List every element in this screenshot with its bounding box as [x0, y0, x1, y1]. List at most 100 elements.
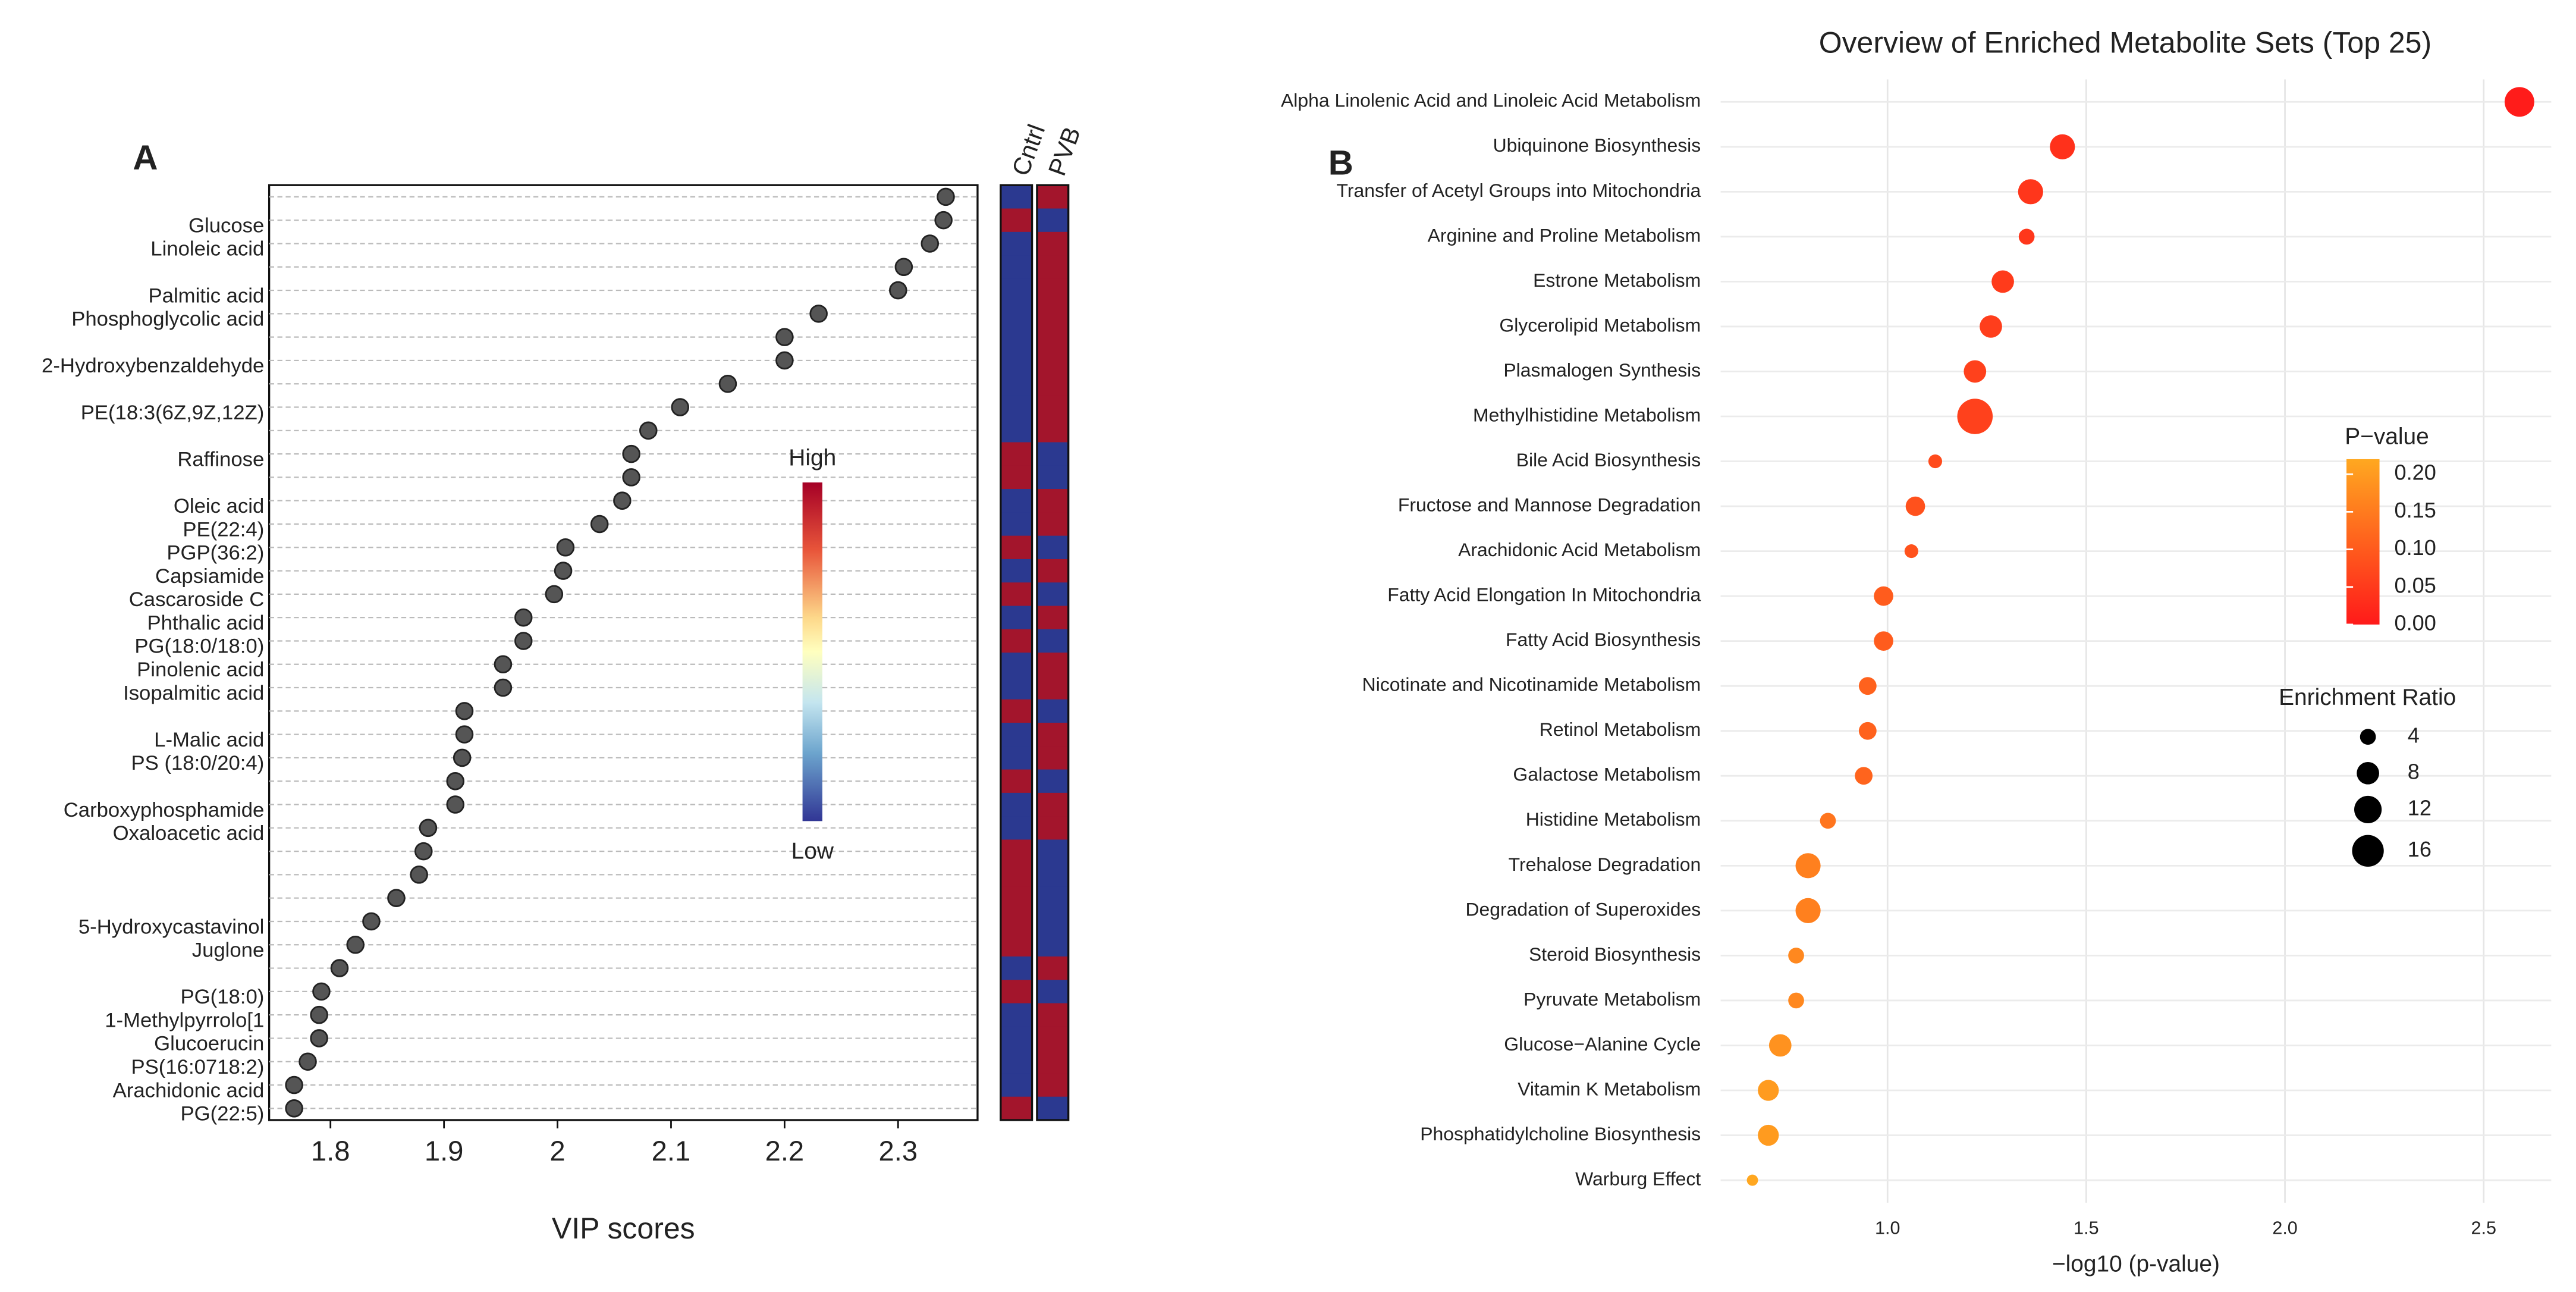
y-tick-label: Warburg Effect	[1575, 1168, 1701, 1189]
bubble	[1905, 496, 1925, 516]
bubble	[1858, 677, 1877, 695]
heatmap-cell	[1036, 816, 1069, 841]
bubble	[1991, 270, 2014, 293]
y-tick-label: Phosphatidylcholine Biosynthesis	[1420, 1123, 1701, 1144]
y-tick-label: Trehalose Degradation	[1509, 854, 1701, 875]
heatmap-cell	[1000, 465, 1032, 490]
y-tick-label: Arginine and Proline Metabolism	[1428, 224, 1701, 246]
size-legend-key	[2354, 795, 2382, 824]
row-label: Palmitic acid	[149, 284, 265, 307]
bubble	[2018, 179, 2043, 205]
y-tick-label: Degradation of Superoxides	[1465, 898, 1701, 920]
row-label: Raffinose	[177, 448, 264, 471]
heatmap-cell	[1036, 535, 1069, 560]
y-tick-label: Vitamin K Metabolism	[1518, 1078, 1701, 1099]
heatmap-cell	[1000, 653, 1032, 677]
dot	[639, 421, 658, 440]
dot	[514, 632, 533, 650]
size-legend-title: Enrichment Ratio	[2279, 685, 2456, 710]
color-legend-bar	[2346, 459, 2380, 625]
colorbar	[802, 482, 822, 821]
y-tick-label: Alpha Linolenic Acid and Linoleic Acid M…	[1281, 90, 1701, 111]
dot	[310, 1029, 328, 1048]
dot	[556, 538, 575, 557]
heatmap-cell	[1036, 1050, 1069, 1074]
dot	[514, 608, 533, 627]
heatmap-cell	[1000, 910, 1032, 934]
heatmap-cell	[1036, 792, 1069, 817]
row-label: Phthalic acid	[147, 611, 265, 634]
dot	[362, 912, 381, 931]
dot	[937, 187, 955, 206]
bubble	[2018, 228, 2035, 245]
colorbar-low: Low	[791, 838, 834, 864]
heatmap-cell	[1036, 231, 1069, 256]
heatmap-cell	[1036, 629, 1069, 653]
size-legend-label: 8	[2408, 759, 2420, 783]
heatmap-cell	[1000, 769, 1032, 794]
heatmap-cell	[1000, 1096, 1032, 1121]
row-label: Cascaroside C	[129, 588, 265, 611]
heatmap-column-label: Cntrl	[1006, 121, 1050, 180]
y-tick-label: Bile Acid Biosynthesis	[1516, 449, 1701, 471]
panel-label: A	[133, 139, 158, 177]
heatmap-cell	[1036, 395, 1069, 420]
y-tick-label: Arachidonic Acid Metabolism	[1458, 539, 1701, 560]
heatmap-cell	[1000, 372, 1032, 396]
x-tick-label: 1.9	[425, 1136, 464, 1167]
heatmap-cell	[1036, 1003, 1069, 1027]
y-tick-label: Estrone Metabolism	[1533, 269, 1701, 291]
heatmap-cell	[1000, 302, 1032, 326]
bubble	[1758, 1080, 1779, 1101]
dot	[414, 842, 433, 861]
row-label: PE(22:4)	[183, 518, 264, 541]
bubble	[1795, 853, 1821, 879]
y-tick-label: Nicotinate and Nicotinamide Metabolism	[1362, 674, 1701, 695]
panel-label: B	[1328, 143, 1353, 182]
dot	[671, 398, 690, 416]
y-tick-label: Glycerolipid Metabolism	[1499, 314, 1701, 335]
heatmap-cell	[1000, 208, 1032, 233]
heatmap-cell	[1000, 863, 1032, 887]
heatmap-cell	[1000, 722, 1032, 747]
dot	[419, 819, 438, 838]
heatmap-cell	[1036, 699, 1069, 723]
row-label: PGP(36:2)	[167, 542, 264, 565]
bubble	[1904, 544, 1918, 559]
x-tick-label: 1.8	[311, 1136, 350, 1167]
heatmap-cell	[1036, 489, 1069, 513]
heatmap-cell	[1036, 419, 1069, 443]
y-tick-label: Fructose and Mannose Degradation	[1398, 494, 1701, 516]
row-label: Phosphoglycolic acid	[71, 308, 264, 331]
heatmap-cell	[1000, 349, 1032, 373]
dot	[312, 982, 331, 1001]
heatmap-cell	[1000, 419, 1032, 443]
row-label: L-Malic acid	[154, 729, 264, 751]
heatmap-cell	[1036, 676, 1069, 700]
y-tick-label: Plasmalogen Synthesis	[1503, 359, 1701, 381]
heatmap-cell	[1036, 606, 1069, 630]
heatmap-cell	[1036, 208, 1069, 233]
bubble	[1874, 631, 1893, 651]
heatmap-cell	[1036, 1073, 1069, 1097]
row-label: Linoleic acid	[150, 238, 264, 261]
color-legend-label: 0.20	[2395, 460, 2436, 485]
bubble	[1964, 360, 1987, 383]
heatmap-cell	[1036, 910, 1069, 934]
y-tick-label: Fatty Acid Elongation In Mitochondria	[1387, 584, 1701, 606]
y-tick-label: Glucose−Alanine Cycle	[1504, 1033, 1701, 1055]
dot	[894, 258, 913, 277]
chart-title: Overview of Enriched Metabolite Sets (To…	[1819, 26, 2432, 59]
row-label: Glucose	[189, 214, 264, 237]
bubble	[1957, 399, 1993, 434]
dot	[775, 351, 794, 370]
colorbar-high: High	[788, 445, 836, 471]
heatmap-cell	[1000, 442, 1032, 466]
y-tick-label: Fatty Acid Biosynthesis	[1506, 629, 1701, 650]
dot	[446, 772, 465, 791]
y-tick-label: Galactose Metabolism	[1513, 764, 1701, 785]
dot	[410, 865, 428, 884]
x-tick-label: 1.5	[2074, 1218, 2099, 1238]
heatmap-cell	[1000, 933, 1032, 957]
x-tick-label: 2.3	[878, 1136, 918, 1167]
